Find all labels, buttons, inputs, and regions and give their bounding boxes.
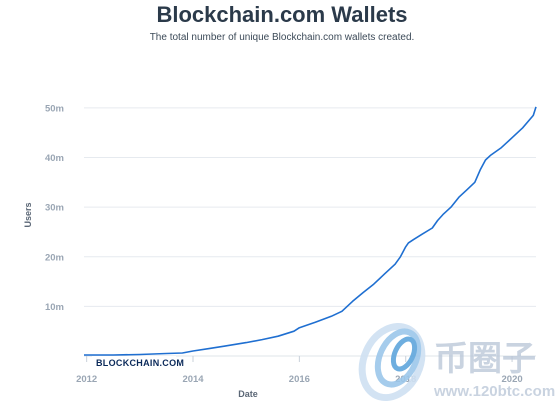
x-tick-label: 2020 <box>502 374 523 385</box>
watermark-text: 币圈子 <box>434 339 536 379</box>
grid-lines <box>84 107 536 357</box>
y-tick-label: 30m <box>45 203 64 214</box>
watermark-url: www.120btc.com <box>433 383 555 400</box>
brand-badge: BLOCKCHAIN.COM <box>92 356 184 368</box>
y-tick-label: 20m <box>45 252 64 263</box>
chart-title: Blockchain.com Wallets <box>156 2 407 27</box>
series-layer <box>84 106 537 356</box>
x-tick-label: 2012 <box>76 374 97 385</box>
y-axis-label: Users <box>23 202 33 227</box>
x-tick-label: 2016 <box>289 374 310 385</box>
y-tick-label: 50m <box>45 103 64 114</box>
y-tick-label: 40m <box>45 153 64 164</box>
watermark-logo-icon <box>358 322 426 402</box>
y-axis-ticks: 10m 20m 30m 40m 50m <box>45 103 64 312</box>
x-axis-label: Date <box>238 389 258 399</box>
brand-label: BLOCKCHAIN.COM <box>96 358 184 368</box>
x-tick-label: 2014 <box>182 374 204 385</box>
chart-subtitle: The total number of unique Blockchain.co… <box>150 32 415 43</box>
y-tick-label: 10m <box>45 302 64 313</box>
watermark: 币圈子 www.120btc.com <box>358 322 555 402</box>
brand-badge-background <box>92 356 176 368</box>
series-line <box>84 106 537 356</box>
